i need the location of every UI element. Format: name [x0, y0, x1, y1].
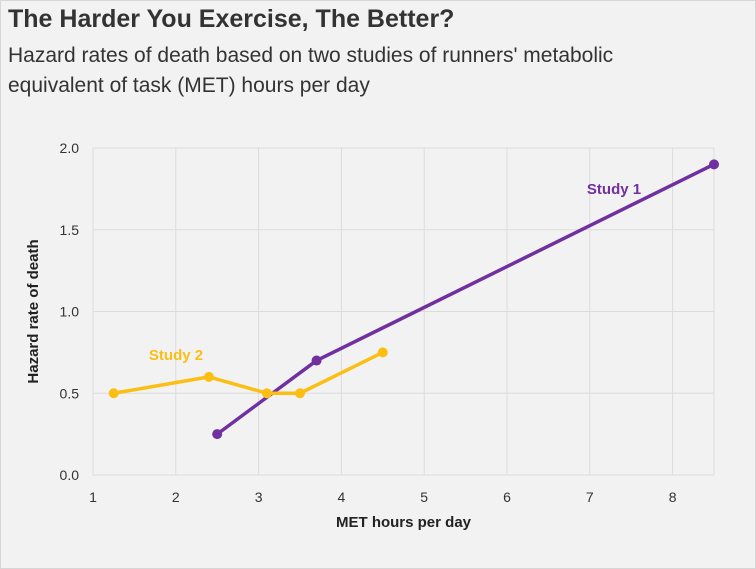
y-tick-label: 1.5: [60, 222, 80, 238]
data-point: [212, 429, 223, 440]
x-tick-label: 7: [586, 489, 594, 505]
chart-subtitle: Hazard rates of death based on two studi…: [8, 44, 614, 97]
data-point: [108, 388, 119, 399]
chart-title: The Harder You Exercise, The Better?: [8, 5, 455, 33]
x-tick-label: 6: [503, 489, 511, 505]
axis-ticks: 1 2 3 4 5 6 7 8 0.0 0.5 1.0 1.5 2.0: [60, 140, 677, 505]
series-label: Study 2: [149, 347, 203, 364]
data-point: [261, 388, 272, 399]
x-axis-title: MET hours per day: [336, 514, 472, 531]
x-tick-label: 3: [255, 489, 263, 505]
data-point: [311, 355, 322, 366]
data-point: [377, 347, 388, 358]
x-tick-label: 4: [338, 489, 346, 505]
x-tick-label: 1: [89, 489, 97, 505]
y-tick-label: 0.5: [60, 385, 80, 401]
series-2: [108, 347, 388, 399]
y-tick-label: 0.0: [60, 467, 80, 483]
data-point: [295, 388, 305, 399]
y-tick-label: 2.0: [60, 140, 80, 156]
x-tick-label: 2: [172, 489, 180, 505]
grid-lines: [92, 147, 715, 476]
series-lines: Study 1 Study 2: [108, 159, 719, 440]
x-tick-label: 5: [420, 489, 428, 505]
y-axis-title: Hazard rate of death: [25, 239, 42, 383]
data-point: [203, 371, 214, 382]
series-1: [212, 159, 719, 440]
y-tick-label: 1.0: [60, 304, 80, 320]
data-point: [709, 159, 719, 170]
x-tick-label: 8: [669, 489, 677, 505]
series-label: Study 1: [587, 181, 641, 198]
